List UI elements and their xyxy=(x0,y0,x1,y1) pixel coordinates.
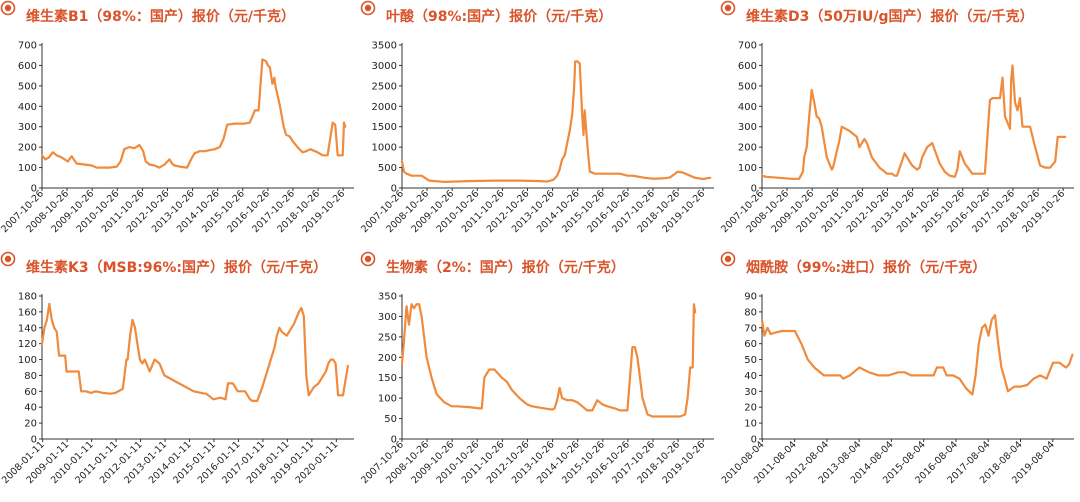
y-tick-label: 150 xyxy=(378,373,397,384)
y-tick-label: 140 xyxy=(18,323,37,334)
chart-title: 维生素B1（98%：国产）报价（元/千克） xyxy=(26,9,296,25)
y-tick-label: 600 xyxy=(738,61,757,72)
y-tick-label: 200 xyxy=(738,143,757,154)
chart-panel: 烟酰胺（99%:进口）报价（元/千克） 0 10 20 30 40 50 60 70 80 90 20… xyxy=(720,251,1080,502)
y-tick-label: 100 xyxy=(378,394,397,405)
y-tick-label: 100 xyxy=(18,355,37,366)
chart-svg: 01002003004005006007002007-10-262008-10-… xyxy=(0,41,354,235)
y-tick-label: 500 xyxy=(378,163,397,174)
y-tick-label: 40 xyxy=(24,403,37,414)
y-tick-label: 1000 xyxy=(372,143,397,154)
chart-panel: 叶酸（98%:国产）报价（元/千克） 0 500 1000 1500 2000 2500 30… xyxy=(360,0,720,251)
chart-panel: 维生素K3（MSB:96%:国产）报价（元/千克） 0 20 40 60 80 100 120… xyxy=(0,251,360,502)
y-tick-label: 60 xyxy=(744,339,757,350)
y-tick-label: 3000 xyxy=(372,61,397,72)
price-series-line xyxy=(400,303,697,418)
y-tick-label: 100 xyxy=(18,163,37,174)
y-tick-label: 80 xyxy=(744,307,757,318)
y-tick-label: 400 xyxy=(738,102,757,113)
chart-panel: 维生素B1（98%：国产）报价（元/千克） 0 100 200 300 400 500 600… xyxy=(0,0,360,251)
y-tick-label: 2000 xyxy=(372,102,397,113)
y-tick-label: 50 xyxy=(744,355,757,366)
chart-title: 维生素D3（50万IU/g国产）报价（元/千克） xyxy=(746,9,1034,25)
chart-svg: 01020304050607080902010-08-042011-08-042… xyxy=(720,292,1074,486)
price-series-line xyxy=(400,60,712,183)
chart-svg: 05001000150020002500300035002007-10-2620… xyxy=(360,41,714,235)
y-tick-label: 60 xyxy=(24,387,37,398)
chart-title: 烟酰胺（99%:进口）报价（元/千克） xyxy=(746,260,987,276)
y-tick-label: 300 xyxy=(18,122,37,133)
y-tick-label: 250 xyxy=(378,332,397,343)
y-tick-label: 200 xyxy=(378,353,397,364)
chart-panel: 生物素（2%：国产）报价（元/千克） 0 50 100 150 200 250 300 350 2… xyxy=(360,251,720,502)
y-tick-label: 1500 xyxy=(372,122,397,133)
y-tick-label: 0 xyxy=(391,435,397,446)
y-tick-label: 500 xyxy=(18,81,37,92)
y-tick-label: 100 xyxy=(738,163,757,174)
title-bullet-icon xyxy=(0,251,16,267)
price-series-line xyxy=(40,302,349,402)
y-tick-label: 2500 xyxy=(372,81,397,92)
y-tick-label: 0 xyxy=(391,184,397,195)
y-tick-label: 120 xyxy=(18,339,37,350)
price-series-line xyxy=(40,58,347,169)
y-tick-label: 0 xyxy=(751,184,757,195)
chart-svg: 0501001502002503003502007-10-262008-10-2… xyxy=(360,292,714,486)
y-tick-label: 40 xyxy=(744,371,757,382)
y-tick-label: 90 xyxy=(744,292,757,303)
y-tick-label: 400 xyxy=(18,102,37,113)
y-tick-label: 500 xyxy=(738,81,757,92)
y-tick-label: 50 xyxy=(384,414,397,425)
price-series-line xyxy=(760,64,1067,180)
price-series-line xyxy=(760,313,1074,396)
y-tick-label: 700 xyxy=(18,41,37,52)
chart-svg: 0204060801001201401601802008-01-112009-0… xyxy=(0,292,354,486)
chart-title: 生物素（2%：国产）报价（元/千克） xyxy=(386,260,625,276)
y-tick-label: 700 xyxy=(738,41,757,52)
y-tick-label: 10 xyxy=(744,419,757,430)
y-tick-label: 30 xyxy=(744,387,757,398)
title-bullet-icon xyxy=(360,0,376,16)
title-bullet-icon xyxy=(720,251,736,267)
y-tick-label: 70 xyxy=(744,323,757,334)
y-tick-label: 200 xyxy=(18,143,37,154)
y-tick-label: 20 xyxy=(744,403,757,414)
y-tick-label: 3500 xyxy=(372,41,397,52)
chart-panel: 维生素D3（50万IU/g国产）报价（元/千克） 0 100 200 300 400 500… xyxy=(720,0,1080,251)
y-tick-label: 180 xyxy=(18,292,37,303)
title-bullet-icon xyxy=(0,0,16,16)
y-tick-label: 0 xyxy=(751,435,757,446)
y-tick-label: 160 xyxy=(18,307,37,318)
y-tick-label: 350 xyxy=(378,292,397,303)
y-tick-label: 20 xyxy=(24,419,37,430)
chart-svg: 01002003004005006007002007-10-262008-10-… xyxy=(720,41,1074,235)
y-tick-label: 80 xyxy=(24,371,37,382)
title-bullet-icon xyxy=(360,251,376,267)
chart-title: 维生素K3（MSB:96%:国产）报价（元/千克） xyxy=(26,260,328,276)
y-tick-label: 600 xyxy=(18,61,37,72)
y-tick-label: 0 xyxy=(31,184,37,195)
chart-title: 叶酸（98%:国产）报价（元/千克） xyxy=(386,9,613,25)
title-bullet-icon xyxy=(720,0,736,16)
y-tick-label: 0 xyxy=(31,435,37,446)
y-tick-label: 300 xyxy=(738,122,757,133)
y-tick-label: 300 xyxy=(378,312,397,323)
